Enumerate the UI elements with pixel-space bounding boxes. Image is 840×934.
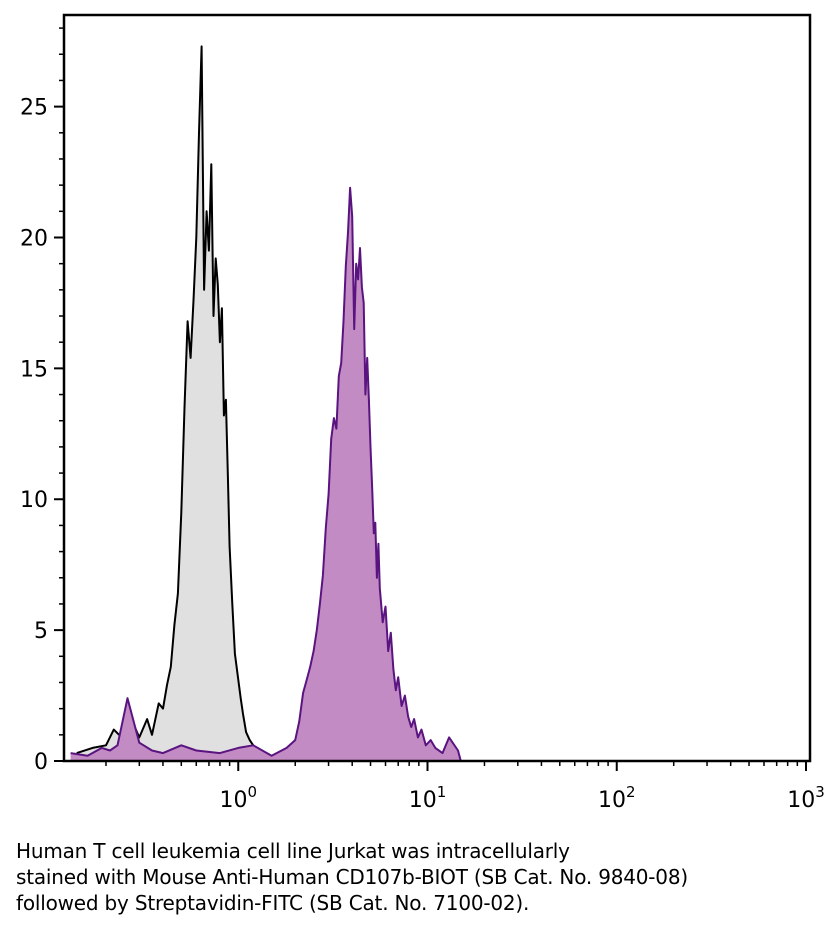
- y-tick-label: 25: [20, 96, 48, 121]
- figure-caption: Human T cell leukemia cell line Jurkat w…: [16, 838, 826, 916]
- caption-line-1: Human T cell leukemia cell line Jurkat w…: [16, 839, 570, 863]
- x-tick-label: 100: [219, 783, 257, 813]
- plot-area-frame: [62, 13, 812, 763]
- y-tick-label: 5: [34, 619, 48, 644]
- histogram-fill-1: [76, 46, 269, 761]
- axis-ticks: [54, 27, 807, 771]
- x-tick-label: 102: [598, 783, 636, 813]
- x-tick-label: 101: [409, 783, 447, 813]
- y-tick-label: 20: [20, 226, 48, 251]
- y-tick-label: 10: [20, 488, 48, 513]
- x-tick-label: 103: [787, 783, 825, 813]
- histogram-series-layer: [70, 45, 462, 762]
- y-tick-label: 0: [34, 750, 48, 775]
- histogram-chart: 0 5 10 15 20 25 100 101 102 103: [20, 13, 825, 813]
- histogram-fill-2: [70, 187, 461, 762]
- y-tick-label: 15: [20, 357, 48, 382]
- caption-line-3: followed by Streptavidin-FITC (SB Cat. N…: [16, 891, 530, 915]
- histogram-outline-2: [70, 186, 462, 762]
- axis-tick-labels: 0 5 10 15 20 25 100 101 102 103: [20, 96, 825, 813]
- histogram-outline-1: [76, 45, 270, 762]
- caption-line-2: stained with Mouse Anti-Human CD107b-BIO…: [16, 865, 688, 889]
